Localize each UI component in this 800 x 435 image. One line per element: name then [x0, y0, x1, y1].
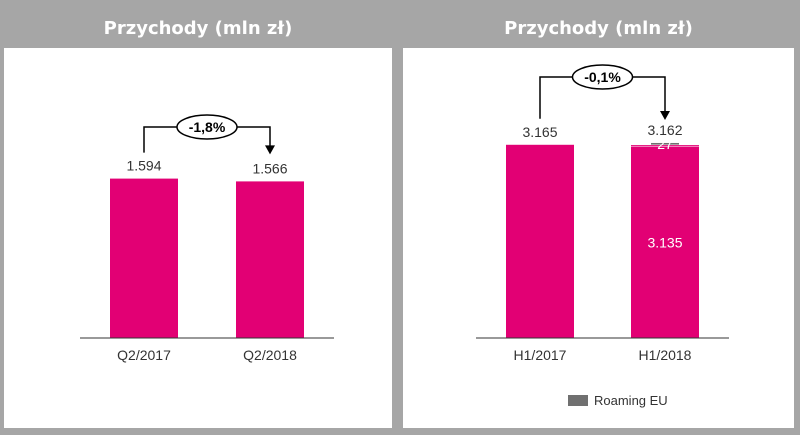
legend-swatch-roaming — [568, 395, 588, 406]
roaming-value-label: 27 — [657, 136, 673, 152]
left-chart-title: Przychody (mln zł) — [103, 18, 293, 39]
value-label: 1.566 — [252, 160, 287, 176]
legend-label-roaming: Roaming EU — [594, 393, 668, 408]
change-pill — [571, 64, 634, 90]
x-tick-label: H1/2018 — [639, 347, 692, 363]
change-pill — [176, 114, 238, 140]
x-tick-label: Q2/2017 — [117, 347, 171, 363]
total-label: 3.165 — [522, 124, 557, 140]
bar-Q2-2018 — [236, 181, 304, 338]
bar-H1-2018 — [631, 146, 699, 338]
change-label: -1,8% — [189, 119, 226, 135]
change-arrowhead — [660, 110, 670, 120]
bar-Q2-2017 — [110, 178, 178, 338]
left-panel: Przychody (mln zł) 1.594 Q2/2017 1.566 Q2/2… — [4, 10, 392, 428]
value-label: 1.594 — [126, 158, 161, 174]
right-chart: 3.165 H1/2017 27 3.135 3.162 H1/2018 -0,1% — [476, 64, 729, 363]
right-panel-header: Przychody (mln zł) — [403, 10, 794, 48]
left-panel-header: Przychody (mln zł) — [4, 10, 392, 48]
right-panel: Przychody (mln zł) 3.165 H1/2017 27 3.135 3.… — [403, 10, 794, 428]
left-chart: 1.594 Q2/2017 1.566 Q2/2018 -1,8% — [80, 114, 334, 363]
bar-segment-roaming — [651, 142, 679, 145]
right-chart-title: Przychody (mln zł) — [504, 18, 693, 39]
bar-H1-2017 — [506, 144, 574, 338]
x-tick-label: H1/2017 — [514, 347, 567, 363]
segment-value-label: 3.135 — [647, 234, 682, 250]
total-label: 3.162 — [647, 122, 682, 138]
change-label: -0,1% — [584, 69, 621, 85]
x-tick-label: Q2/2018 — [243, 347, 297, 363]
change-arrowhead — [265, 145, 275, 155]
legend: Roaming EU — [568, 393, 668, 408]
